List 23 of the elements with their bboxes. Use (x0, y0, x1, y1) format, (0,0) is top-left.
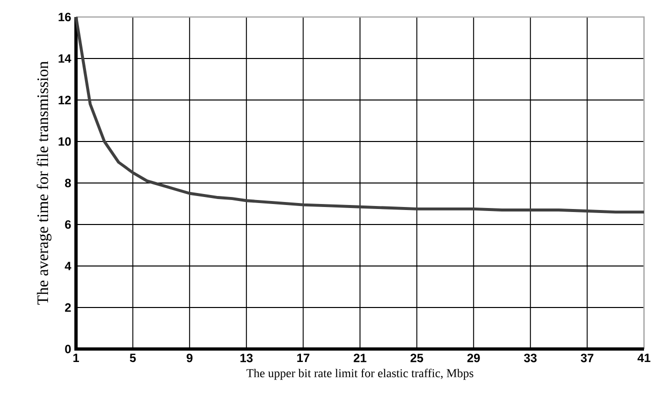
x-tick-label: 37 (580, 354, 594, 362)
y-tick-label: 12 (58, 96, 71, 104)
x-tick-label: 21 (354, 354, 366, 362)
line-series (74, 16, 646, 214)
y-tick-label: 4 (64, 262, 72, 270)
y-tick-label: 6 (65, 220, 71, 229)
x-tick-label: 13 (240, 354, 253, 362)
y-axis-title: The average time for file transmission (36, 61, 52, 305)
x-tick-label: 25 (410, 354, 424, 362)
x-tick-label: 1 (73, 354, 79, 362)
x-tick-label: 17 (297, 354, 310, 362)
y-tick-label: 10 (58, 137, 71, 146)
y-tick-label: 16 (58, 12, 71, 22)
x-axis-title: The upper bit rate limit for elastic traffic, Mbps (246, 368, 474, 380)
y-tick-label: 0 (65, 344, 71, 354)
y-tick-label: 2 (65, 303, 71, 312)
x-tick-label: 33 (524, 354, 537, 362)
x-tick-label: 9 (186, 354, 192, 362)
y-tick-label: 14 (58, 54, 72, 63)
x-tick-label: 41 (638, 354, 650, 362)
x-tick-label: 29 (467, 354, 480, 362)
y-tick-label: 8 (64, 178, 71, 188)
x-tick-label: 5 (130, 354, 136, 362)
